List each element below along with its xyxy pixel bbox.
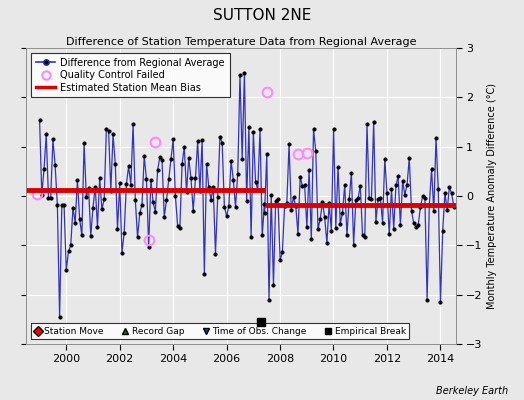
- Title: Difference of Station Temperature Data from Regional Average: Difference of Station Temperature Data f…: [66, 37, 416, 47]
- Text: SUTTON 2NE: SUTTON 2NE: [213, 8, 311, 23]
- Text: Berkeley Earth: Berkeley Earth: [436, 386, 508, 396]
- Y-axis label: Monthly Temperature Anomaly Difference (°C): Monthly Temperature Anomaly Difference (…: [487, 83, 497, 309]
- Legend: Station Move, Record Gap, Time of Obs. Change, Empirical Break: Station Move, Record Gap, Time of Obs. C…: [31, 323, 409, 340]
